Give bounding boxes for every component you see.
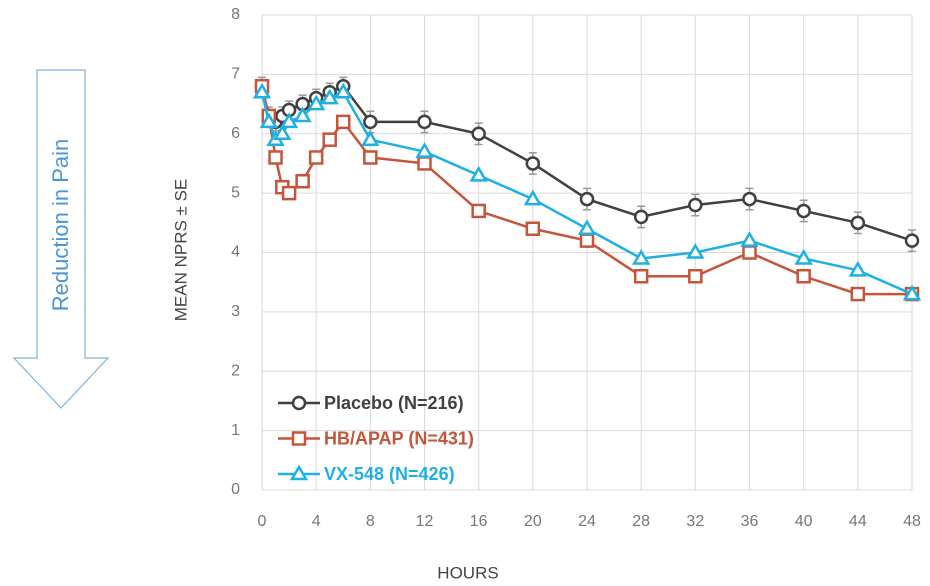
point	[848, 260, 868, 277]
point	[415, 142, 434, 158]
x-tick-label: 8	[366, 513, 375, 530]
point	[363, 114, 378, 130]
point	[320, 88, 339, 105]
point	[579, 233, 595, 248]
x-tick-label: 36	[741, 513, 759, 530]
point	[471, 126, 486, 141]
point	[794, 248, 813, 265]
x-tick-label: 16	[470, 513, 488, 530]
y-axis-label: MEAN NPRS ± SE	[171, 179, 190, 322]
point	[577, 219, 597, 235]
y-tick-label: 7	[231, 66, 240, 83]
point	[902, 284, 922, 301]
point	[631, 248, 651, 265]
point	[268, 150, 283, 165]
point	[525, 221, 541, 236]
x-tick-label: 44	[849, 513, 867, 530]
y-tick-label: 1	[231, 422, 240, 439]
point	[579, 191, 595, 207]
x-tick-label: 32	[686, 513, 704, 530]
y-tick-label: 4	[231, 244, 240, 261]
point	[686, 243, 705, 259]
point	[742, 245, 757, 260]
point	[252, 82, 272, 99]
x-tick-label: 20	[524, 513, 542, 530]
point	[850, 215, 866, 231]
point	[633, 209, 649, 225]
point	[259, 112, 278, 129]
y-tick-label: 8	[231, 6, 240, 23]
point	[904, 233, 920, 248]
point	[273, 124, 292, 140]
y-tick-label: 5	[231, 184, 240, 201]
point	[295, 174, 310, 189]
y-tick-label: 2	[231, 362, 240, 379]
x-axis-label: HOURS	[437, 563, 498, 582]
point	[688, 197, 703, 213]
legend-label: HB/APAP (N=431)	[324, 428, 474, 448]
point	[289, 464, 309, 481]
point	[525, 156, 541, 171]
point	[336, 114, 351, 130]
legend-label: VX-548 (N=426)	[324, 464, 455, 484]
point	[281, 185, 297, 201]
point	[633, 269, 649, 284]
point	[279, 112, 299, 129]
x-tick-label: 0	[258, 513, 267, 530]
annotation: Reduction in Pain	[48, 139, 73, 311]
point	[523, 189, 543, 206]
point	[322, 132, 337, 147]
x-tick-label: 24	[578, 513, 596, 530]
x-tick-label: 28	[632, 513, 650, 530]
point	[688, 269, 703, 284]
point	[796, 269, 811, 284]
x-tick-label: 40	[795, 513, 813, 530]
point	[471, 203, 486, 219]
x-tick-label: 48	[903, 513, 921, 530]
point	[796, 203, 811, 219]
point	[363, 150, 378, 165]
x-tick-label: 4	[312, 513, 321, 530]
point	[334, 82, 353, 99]
point	[361, 130, 380, 146]
point	[742, 191, 757, 207]
point	[417, 114, 432, 130]
legend-label: Placebo (N=216)	[324, 393, 464, 413]
y-tick-label: 6	[231, 125, 240, 142]
point	[306, 94, 326, 111]
point	[293, 106, 312, 123]
point	[291, 431, 307, 446]
point	[417, 156, 432, 171]
arrow	[12, 69, 110, 409]
point	[469, 165, 488, 182]
point	[850, 286, 866, 302]
point	[308, 150, 324, 165]
point	[740, 231, 759, 247]
y-tick-label: 0	[231, 481, 240, 498]
y-tick-label: 3	[231, 303, 240, 320]
x-tick-label: 12	[416, 513, 434, 530]
point	[291, 395, 307, 411]
